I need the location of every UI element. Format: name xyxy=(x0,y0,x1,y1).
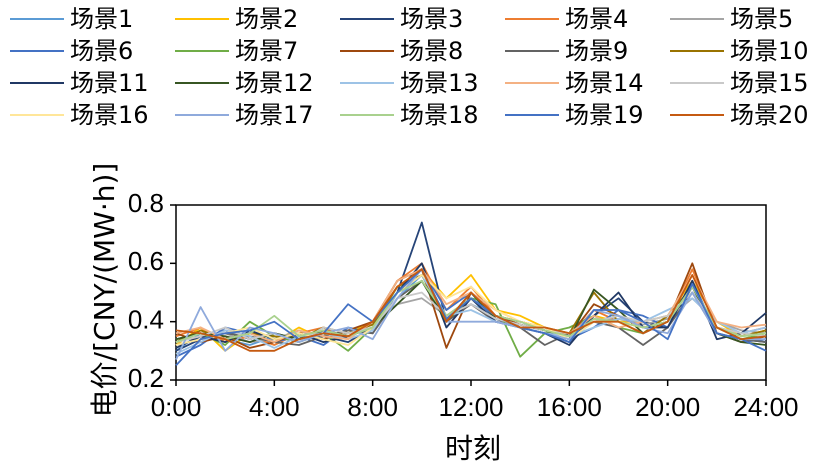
x-tick-label: 20:00 xyxy=(635,392,700,422)
legend-item-8: 场景8 xyxy=(340,36,463,66)
legend-label: 场景20 xyxy=(730,101,809,129)
y-tick-label: 0.4 xyxy=(128,305,164,335)
legend-label: 场景14 xyxy=(565,69,644,97)
legend-label: 场景4 xyxy=(565,5,629,33)
x-axis-label: 时刻 xyxy=(445,432,501,465)
legend-swatch xyxy=(10,18,64,20)
chart-series xyxy=(175,221,767,367)
legend-item-17: 场景17 xyxy=(175,100,314,130)
legend-item-12: 场景12 xyxy=(175,68,314,98)
series-line-17 xyxy=(175,268,766,360)
legend-swatch xyxy=(175,18,229,20)
legend-item-2: 场景2 xyxy=(175,4,298,34)
legend-item-9: 场景9 xyxy=(505,36,628,66)
x-tick-label: 4:00 xyxy=(249,392,300,422)
legend-label: 场景10 xyxy=(730,37,809,65)
legend-item-7: 场景7 xyxy=(175,36,298,66)
legend-item-14: 场景14 xyxy=(505,68,644,98)
legend-item-3: 场景3 xyxy=(340,4,463,34)
x-tick-label: 8:00 xyxy=(347,392,398,422)
legend-label: 场景16 xyxy=(70,101,149,129)
legend-item-10: 场景10 xyxy=(670,36,809,66)
legend-label: 场景8 xyxy=(400,37,464,65)
legend-label: 场景6 xyxy=(70,37,134,65)
legend-label: 场景1 xyxy=(70,5,134,33)
legend-item-5: 场景5 xyxy=(670,4,793,34)
legend-swatch xyxy=(340,82,394,84)
legend-swatch xyxy=(505,50,559,52)
legend-swatch xyxy=(175,82,229,84)
legend-label: 场景13 xyxy=(400,69,479,97)
x-tick-label: 12:00 xyxy=(438,392,503,422)
series-line-19 xyxy=(175,268,767,367)
legend-item-13: 场景13 xyxy=(340,68,479,98)
legend-label: 场景11 xyxy=(70,69,149,97)
legend-item-19: 场景19 xyxy=(505,100,644,130)
legend-item-15: 场景15 xyxy=(670,68,809,98)
legend-label: 场景12 xyxy=(235,69,314,97)
legend-label: 场景2 xyxy=(235,5,299,33)
x-tick-label: 24:00 xyxy=(733,392,798,422)
legend-swatch xyxy=(670,82,724,84)
legend-item-4: 场景4 xyxy=(505,4,628,34)
legend-label: 场景5 xyxy=(730,5,794,33)
legend-item-20: 场景20 xyxy=(670,100,809,130)
y-tick-label: 0.6 xyxy=(128,246,164,276)
legend-swatch xyxy=(10,114,64,116)
x-tick-label: 16:00 xyxy=(537,392,602,422)
y-tick-label: 0.2 xyxy=(128,363,164,393)
legend-label: 场景7 xyxy=(235,37,299,65)
chart-axes: 0.2 0.4 0.6 0.8 0:00 4:00 8:00 12:00 16:00 20:00 2… xyxy=(128,188,799,422)
legend-swatch xyxy=(175,50,229,52)
legend-swatch xyxy=(505,114,559,116)
legend-item-16: 场景16 xyxy=(10,100,149,130)
legend-swatch xyxy=(10,50,64,52)
chart-legend: 场景1 场景2 场景3 场景4 场景5 场景6 场景7 场景8 场景9 场景10 场景11 场景12 场… xyxy=(0,4,833,140)
legend-label: 场景3 xyxy=(400,5,464,33)
series-line-13 xyxy=(175,274,767,355)
legend-swatch xyxy=(670,114,724,116)
x-tick-label: 0:00 xyxy=(151,392,202,422)
legend-swatch xyxy=(175,114,229,116)
legend-swatch xyxy=(340,50,394,52)
legend-item-11: 场景11 xyxy=(10,68,149,98)
legend-swatch xyxy=(10,82,64,84)
y-axis-label: 电价/[CNY/(MW·h)] xyxy=(88,163,121,418)
legend-label: 场景9 xyxy=(565,37,629,65)
legend-swatch xyxy=(670,50,724,52)
legend-swatch xyxy=(505,18,559,20)
legend-item-1: 场景1 xyxy=(10,4,133,34)
series-line-20 xyxy=(175,268,767,352)
legend-item-6: 场景6 xyxy=(10,36,133,66)
legend-swatch xyxy=(670,18,724,20)
legend-item-18: 场景18 xyxy=(340,100,479,130)
legend-swatch xyxy=(505,82,559,84)
legend-swatch xyxy=(340,114,394,116)
legend-label: 场景18 xyxy=(400,101,479,129)
legend-swatch xyxy=(340,18,394,20)
y-tick-label: 0.8 xyxy=(128,188,164,218)
legend-label: 场景19 xyxy=(565,101,644,129)
legend-label: 场景17 xyxy=(235,101,314,129)
legend-label: 场景15 xyxy=(730,69,809,97)
